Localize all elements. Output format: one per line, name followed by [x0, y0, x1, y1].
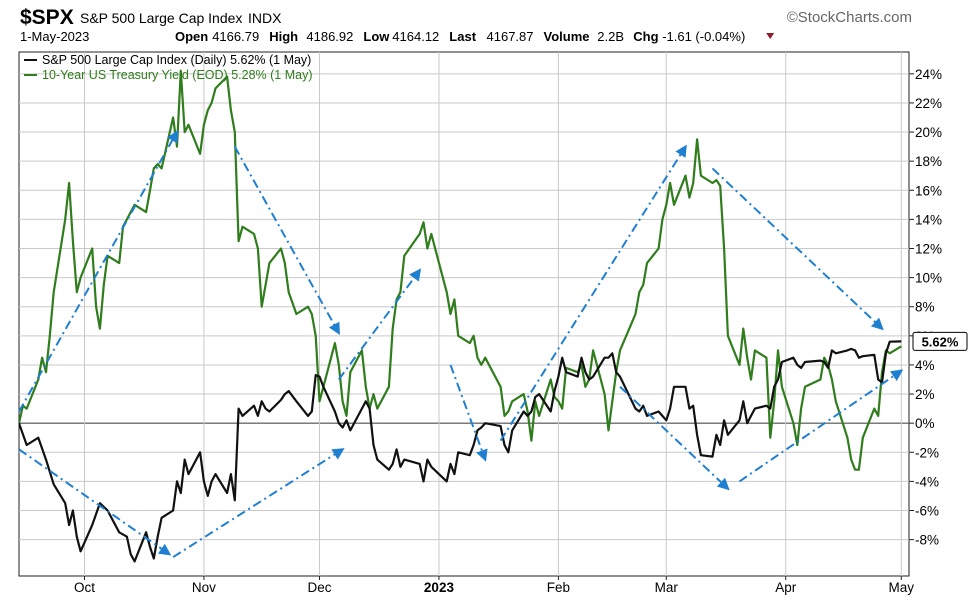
- y-tick-label: 24%: [915, 67, 942, 82]
- y-tick-label: 22%: [915, 96, 942, 111]
- y-tick-label: 8%: [915, 300, 935, 315]
- y-tick-label: 14%: [915, 212, 942, 227]
- y-tick-label: 0%: [915, 416, 935, 431]
- x-tick-label: Dec: [308, 580, 332, 595]
- y-tick-label: 18%: [915, 154, 942, 169]
- series-line-spx: [19, 340, 902, 563]
- legend-entry-spx: S&P 500 Large Cap Index (Daily) 5.62% (1…: [42, 53, 311, 67]
- last-value-box: [912, 331, 968, 351]
- trend-arrow-4: [449, 364, 488, 462]
- series-layer: [19, 69, 902, 563]
- chart-header: $SPX S&P 500 Large Cap Index INDX ©Stock…: [20, 6, 912, 44]
- trend-arrow-8: [172, 448, 345, 558]
- y-tick-label: 12%: [915, 242, 942, 257]
- x-tick-label: Oct: [74, 580, 95, 595]
- y-tick-label: 20%: [915, 125, 942, 140]
- symbol: $SPX: [20, 6, 74, 29]
- trend-arrow-10: [738, 369, 904, 483]
- y-tick-label: -8%: [915, 533, 939, 548]
- index-name: S&P 500 Large Cap Index: [80, 10, 242, 26]
- grid: [19, 52, 909, 576]
- trend-arrow-1: [18, 129, 179, 413]
- trend-arrow-5: [499, 144, 687, 442]
- stat-label-open: Open: [175, 29, 208, 44]
- x-tick-label: 2023: [424, 580, 455, 595]
- trend-arrow-9: [619, 386, 730, 491]
- chg-down-arrow-icon: [766, 33, 775, 39]
- stat-value-high: 4186.92: [306, 29, 353, 44]
- series-line-treasury-yield: [19, 69, 902, 471]
- exchange: INDX: [248, 10, 282, 26]
- stat-value-last: 4167.87: [487, 29, 534, 44]
- annotation-layer: [18, 129, 904, 558]
- legend-entry-tnx: 10-Year US Treasury Yield (EOD) 5.28% (1…: [42, 68, 312, 82]
- trend-arrow-2: [233, 146, 340, 336]
- y-tick-label: 10%: [915, 271, 942, 286]
- trend-arrow-7: [18, 448, 172, 556]
- stat-label-last: Last: [449, 29, 476, 44]
- x-tick-label: May: [889, 580, 915, 595]
- y-tick-label: 4%: [915, 358, 935, 373]
- axes: 24%22%20%18%16%14%12%10%8%6%4%2%0%-2%-4%…: [74, 67, 942, 595]
- y-tick-label: -6%: [915, 504, 939, 519]
- y-tick-label: 2%: [915, 387, 935, 402]
- trend-arrow-3: [337, 268, 422, 381]
- y-tick-label: 16%: [915, 183, 942, 198]
- x-tick-label: Mar: [655, 580, 679, 595]
- last-value-label: 5.62%: [922, 334, 959, 349]
- last-value-tag: 5.62%: [912, 331, 968, 351]
- x-tick-label: Feb: [547, 580, 570, 595]
- y-tick-label: -4%: [915, 474, 939, 489]
- stat-value-chg: -1.61 (-0.04%): [662, 29, 745, 44]
- stat-value-open: 4166.79: [212, 29, 259, 44]
- stat-label-high: High: [269, 29, 298, 44]
- stats-row: Open 4166.79 High 4186.92 Low 4164.12 Last 4167…: [175, 29, 775, 44]
- stat-value-volume: 2.2B: [597, 29, 624, 44]
- y-tick-label: -2%: [915, 445, 939, 460]
- x-tick-label: Nov: [192, 580, 216, 595]
- stat-value-low: 4164.12: [392, 29, 439, 44]
- stat-label-low: Low: [363, 29, 390, 44]
- stat-label-chg: Chg: [633, 29, 658, 44]
- trend-arrow-6: [711, 167, 884, 331]
- x-tick-label: Apr: [775, 580, 797, 595]
- watermark: ©StockCharts.com: [787, 9, 912, 26]
- chart-date: 1-May-2023: [20, 29, 89, 44]
- stat-label-volume: Volume: [544, 29, 590, 44]
- legend: S&P 500 Large Cap Index (Daily) 5.62% (1…: [24, 53, 312, 82]
- plot-frame: [18, 51, 910, 577]
